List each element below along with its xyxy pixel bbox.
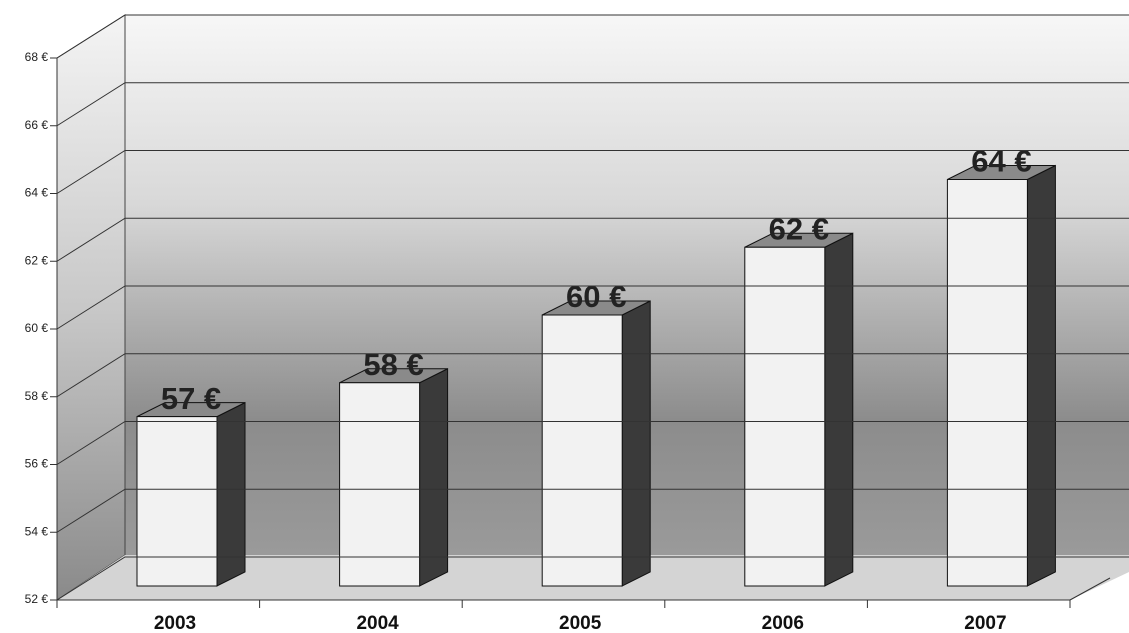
y-tick-label: 54 €: [25, 524, 49, 538]
x-tick-label: 2004: [356, 613, 399, 633]
bar: [136, 416, 218, 587]
bars: 57 € 58 € 60 € 62 € 64 €: [136, 144, 1056, 587]
bar-side: [216, 401, 246, 587]
y-tick-label: 64 €: [25, 186, 49, 200]
bar: [541, 314, 623, 587]
x-tick-label: 2007: [964, 613, 1006, 633]
value-label: 60 €: [566, 279, 626, 314]
bar: [946, 179, 1028, 587]
grid-line: [56, 150, 1129, 194]
grid-line: [56, 285, 1129, 330]
bar: [744, 246, 826, 587]
y-tick-label: 60 €: [25, 321, 49, 335]
grid-line: [56, 421, 1129, 465]
value-label: 64 €: [971, 144, 1031, 179]
bar: [339, 382, 421, 587]
value-label: 62 €: [769, 211, 829, 246]
grid-line: [56, 556, 1129, 601]
bar-side: [621, 300, 651, 587]
value-label: 57 €: [161, 381, 221, 416]
x-tick-label: 2006: [762, 613, 804, 633]
value-label: 58 €: [363, 347, 423, 382]
bar-side: [419, 367, 449, 587]
y-tick-label: 68 €: [25, 50, 49, 64]
grid-line: [56, 488, 1129, 533]
y-tick-label: 66 €: [25, 118, 49, 132]
grid-line: [56, 82, 1129, 127]
y-tick-label: 58 €: [25, 389, 49, 403]
bar-side: [1026, 164, 1056, 587]
grid-line: [56, 353, 1129, 398]
y-tick-label: 56 €: [25, 457, 49, 471]
x-tick-label: 2005: [559, 613, 602, 633]
grid-line: [56, 217, 1129, 262]
y-tick-label: 62 €: [25, 253, 49, 267]
y-tick-label: 52 €: [25, 592, 49, 606]
x-tick-label: 2003: [154, 613, 196, 633]
floor-edge: [1069, 577, 1111, 601]
grid-line: [56, 14, 1129, 59]
